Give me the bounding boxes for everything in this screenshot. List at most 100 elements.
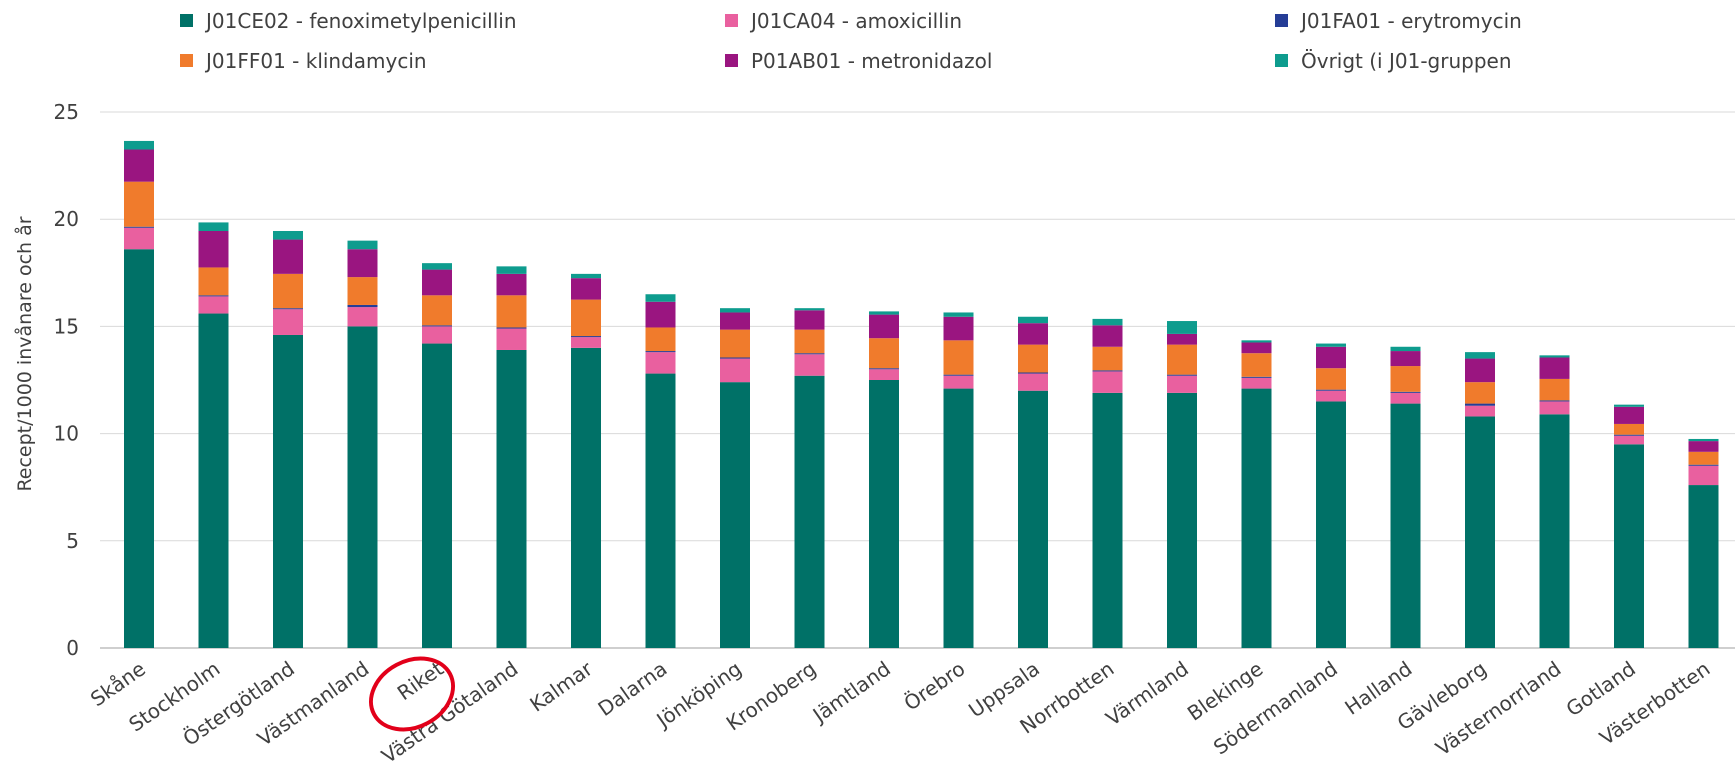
bar-segment <box>347 277 378 305</box>
bar-segment <box>1092 370 1123 372</box>
bar-segment <box>1465 358 1495 383</box>
bar-segment <box>496 328 527 350</box>
bar-segment <box>1688 485 1719 648</box>
bar-segment <box>1539 355 1570 358</box>
bar-segment <box>1018 390 1048 648</box>
bar-segment <box>1465 403 1495 406</box>
bar-segment <box>1092 392 1123 648</box>
y-tick-label: 10 <box>54 422 79 446</box>
legend-label: Övrigt (i J01-gruppen <box>1301 49 1512 73</box>
bar-segment <box>347 249 378 278</box>
bar-segment <box>645 301 676 328</box>
legend-label: P01AB01 - metronidazol <box>751 49 992 73</box>
bar-segment <box>943 375 974 389</box>
bar-segment <box>1614 444 1644 648</box>
bar-segment <box>869 314 899 339</box>
bar-segment <box>124 249 154 648</box>
bar-segment <box>869 338 899 369</box>
bar-segment <box>794 329 825 354</box>
bar-segment <box>1167 333 1197 345</box>
bar-segment <box>1167 321 1197 334</box>
bar-segment <box>1316 401 1346 648</box>
bar-segment <box>1018 344 1048 373</box>
bar-segment <box>124 149 154 182</box>
bar-segment <box>869 369 899 380</box>
bar-segment <box>1688 451 1719 465</box>
bar-segment <box>720 312 750 330</box>
bar-segment <box>1316 368 1346 390</box>
bar-segment <box>1241 353 1272 377</box>
bar-segment <box>496 295 527 328</box>
bar-segment <box>1688 464 1719 466</box>
bar-segment <box>645 352 676 374</box>
bar-segment <box>869 311 899 315</box>
bar-segment <box>571 336 601 338</box>
bar-segment <box>1167 375 1197 393</box>
bar-segment <box>794 310 825 330</box>
legend-swatch <box>1275 14 1288 27</box>
bar-segment <box>1465 416 1495 648</box>
bar-segment <box>1539 400 1570 402</box>
bar-segment <box>198 295 229 297</box>
bar-segment <box>1539 401 1570 415</box>
y-axis-ticks: 0 5 10 15 20 25 <box>54 100 79 660</box>
bar-segment <box>720 382 750 648</box>
bar-segment <box>198 313 229 648</box>
bar-segment <box>645 327 676 352</box>
bar-segment <box>869 368 899 370</box>
bar-segment <box>1688 465 1719 486</box>
bars <box>124 140 1719 648</box>
bar-segment <box>422 343 452 648</box>
bar-segment <box>273 230 303 240</box>
bar-segment <box>1688 438 1719 442</box>
bar-segment <box>720 329 750 358</box>
bar-segment <box>1316 390 1346 402</box>
bar-segment <box>1018 323 1048 345</box>
bar-segment <box>571 278 601 300</box>
bar-segment <box>273 308 303 310</box>
bar-segment <box>1241 376 1272 378</box>
bar-segment <box>943 340 974 375</box>
bar-segment <box>496 327 527 329</box>
bar-segment <box>273 239 303 274</box>
bar-segment <box>422 326 452 344</box>
bar-segment <box>422 263 452 270</box>
bar-segment <box>273 334 303 648</box>
bar-segment <box>1092 346 1123 371</box>
bar-segment <box>720 308 750 313</box>
bar-segment <box>1241 388 1272 648</box>
bar-segment <box>1018 316 1048 324</box>
bar-segment <box>1539 357 1570 379</box>
bar-segment <box>943 316 974 341</box>
bar-segment <box>943 374 974 376</box>
legend-swatch <box>180 14 193 27</box>
bar-segment <box>1614 435 1644 445</box>
bar-segment <box>422 295 452 326</box>
bar-segment <box>198 230 229 268</box>
bar-segment <box>645 373 676 648</box>
bar-segment <box>1539 378 1570 401</box>
bar-segment <box>422 325 452 327</box>
bar-segment <box>1316 343 1346 347</box>
bar-segment <box>273 309 303 335</box>
bar-segment <box>794 353 825 355</box>
bar-segment <box>794 308 825 311</box>
bar-segment <box>571 273 601 279</box>
bar-segment <box>1167 374 1197 376</box>
category-label: Västernorrland <box>1431 656 1565 760</box>
bar-segment <box>943 312 974 317</box>
bar-segment <box>198 296 229 314</box>
legend-label: J01CA04 - amoxicillin <box>749 9 962 33</box>
bar-segment <box>496 349 527 648</box>
y-axis-title: Recept/1000 invånare och år <box>13 216 36 491</box>
bar-segment <box>422 269 452 296</box>
bar-segment <box>1465 382 1495 404</box>
bar-segment <box>1390 346 1421 352</box>
category-label: Jämtland <box>807 656 895 728</box>
bar-segment <box>273 273 303 309</box>
bar-segment <box>1092 325 1123 347</box>
category-label: Värmland <box>1101 656 1193 730</box>
bar-segment <box>1390 391 1421 393</box>
legend-label: J01FA01 - erytromycin <box>1299 9 1522 33</box>
bar-segment <box>1167 392 1197 648</box>
